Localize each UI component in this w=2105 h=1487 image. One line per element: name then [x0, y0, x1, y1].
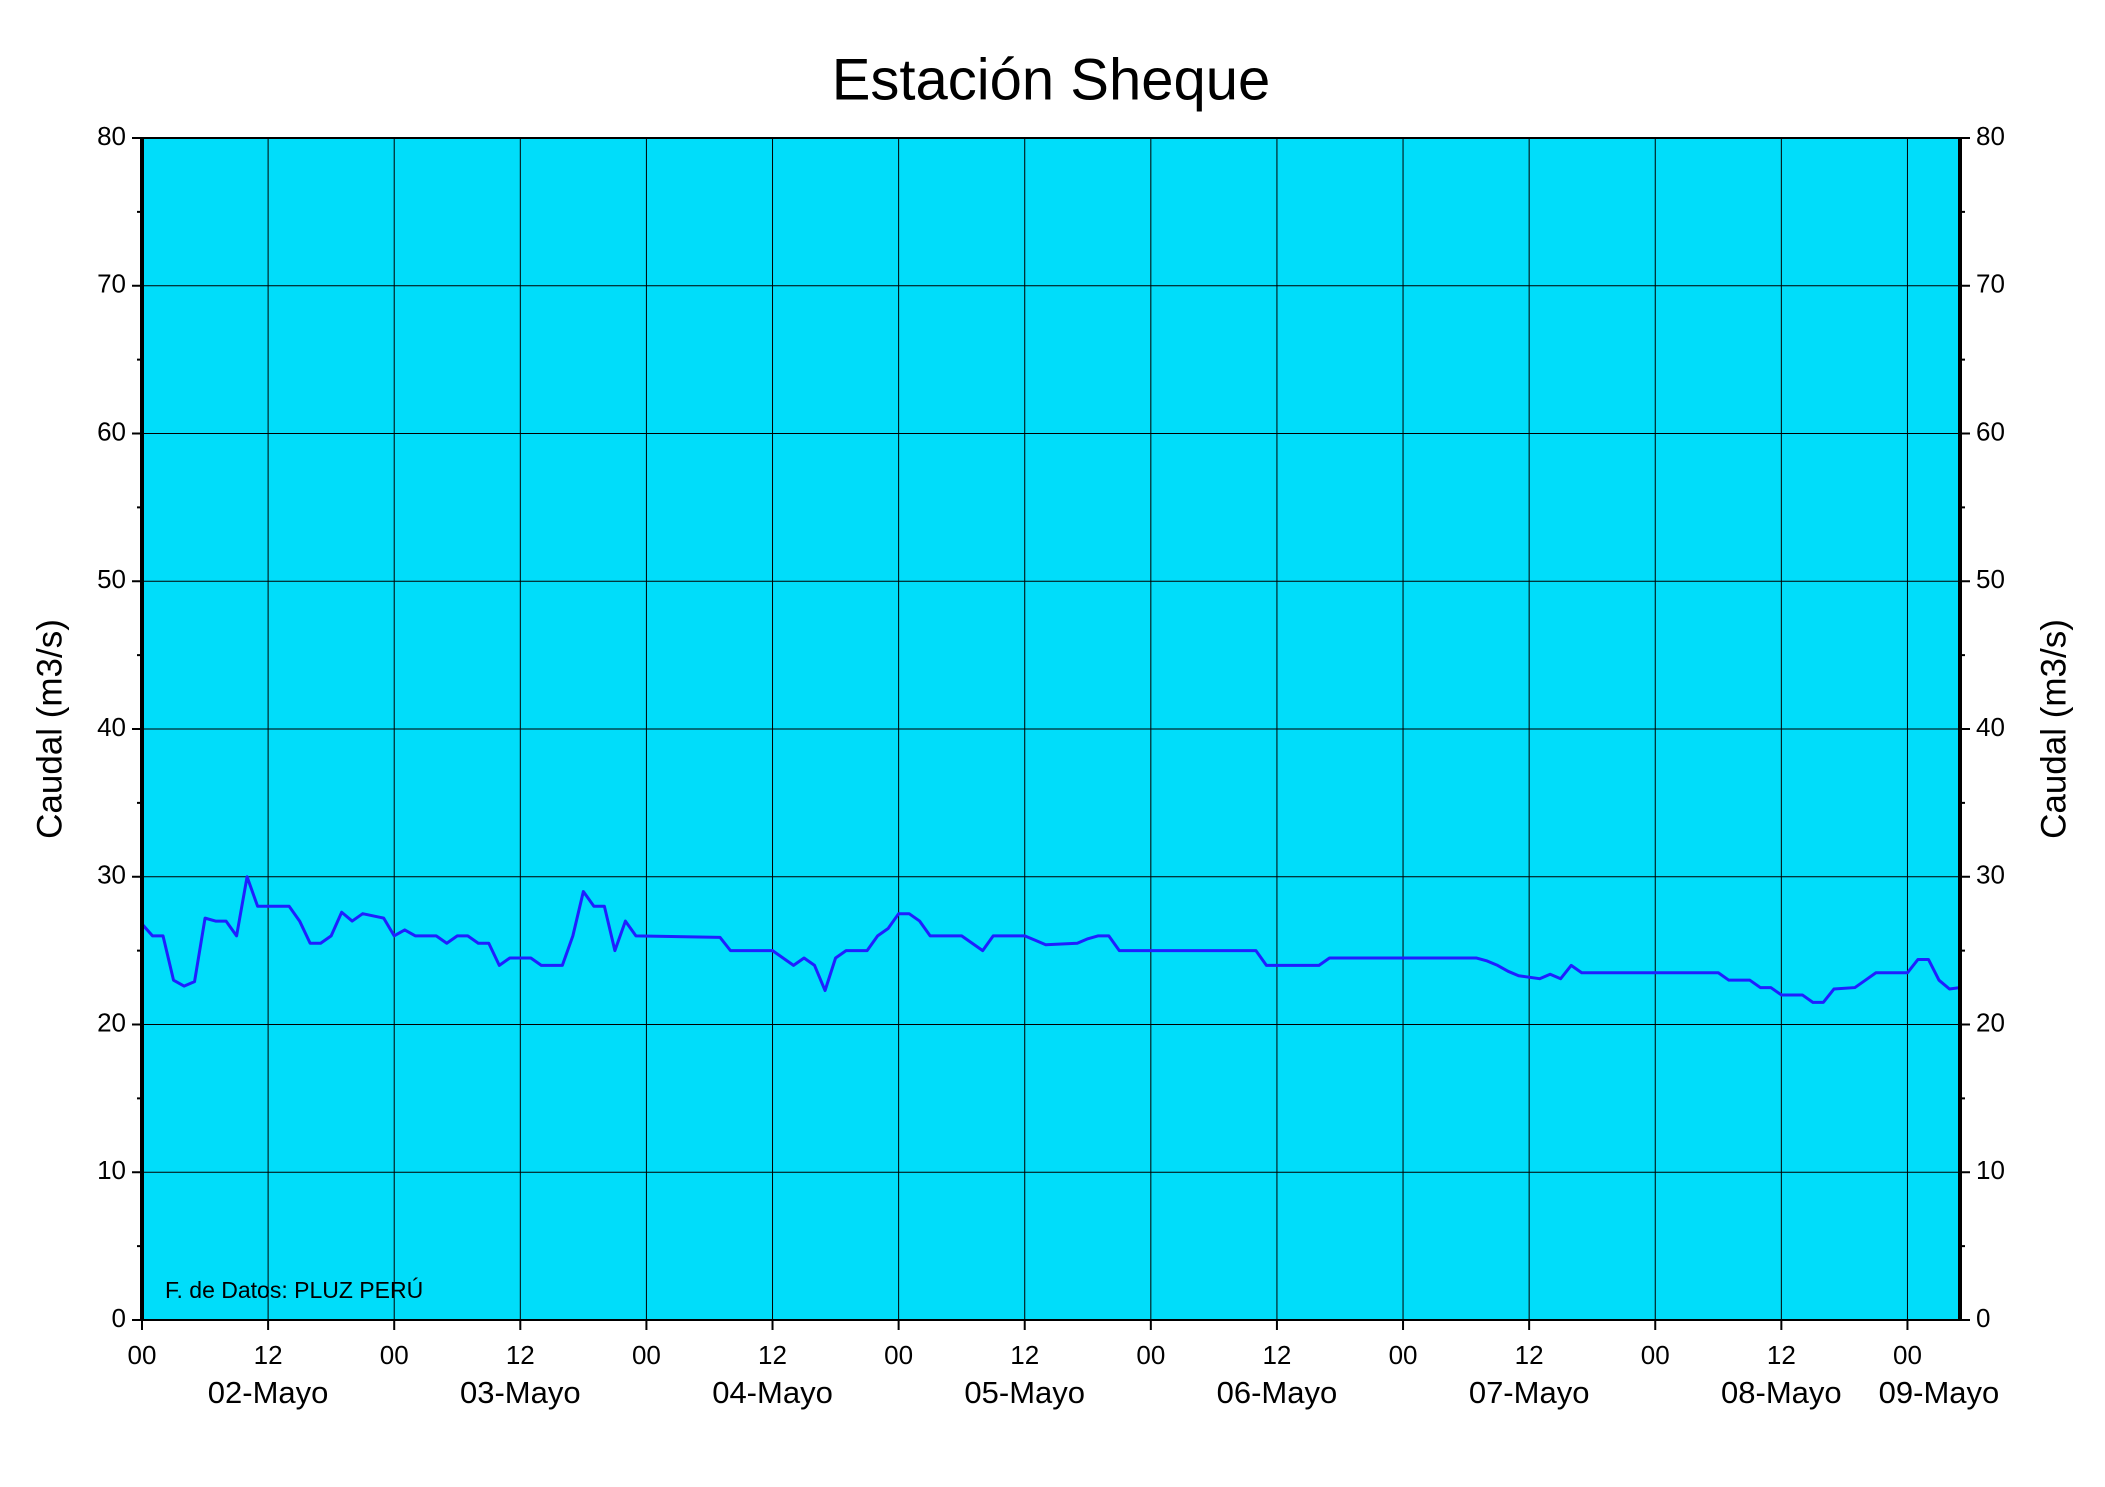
x-day-label: 07-Mayo	[1469, 1375, 1590, 1410]
y-tick-label: 70	[97, 269, 126, 299]
y2-tick-label: 80	[1976, 121, 2005, 151]
x-tick-label: 12	[254, 1340, 283, 1370]
y2-tick-label: 50	[1976, 564, 2005, 594]
x-tick-label: 12	[758, 1340, 787, 1370]
y2-tick-label: 30	[1976, 860, 2005, 890]
y2-axis-label: Caudal (m3/s)	[2034, 619, 2073, 839]
x-day-label: 09-Mayo	[1879, 1375, 2000, 1410]
y-tick-label: 80	[97, 121, 126, 151]
x-tick-label: 00	[1136, 1340, 1165, 1370]
x-tick-label: 00	[1389, 1340, 1418, 1370]
x-tick-label: 00	[128, 1340, 157, 1370]
x-tick-label: 12	[1010, 1340, 1039, 1370]
y2-tick-label: 60	[1976, 416, 2005, 446]
x-tick-label: 00	[884, 1340, 913, 1370]
x-day-label: 05-Mayo	[964, 1375, 1085, 1410]
x-day-label: 08-Mayo	[1721, 1375, 1842, 1410]
x-day-label: 06-Mayo	[1217, 1375, 1338, 1410]
x-tick-label: 00	[632, 1340, 661, 1370]
x-tick-label: 00	[1641, 1340, 1670, 1370]
x-tick-label: 12	[1515, 1340, 1544, 1370]
x-day-label: 03-Mayo	[460, 1375, 581, 1410]
y-tick-label: 50	[97, 564, 126, 594]
x-day-label: 04-Mayo	[712, 1375, 833, 1410]
y2-tick-label: 40	[1976, 712, 2005, 742]
y-tick-label: 60	[97, 416, 126, 446]
annotation: F. de Datos: PLUZ PERÚ	[165, 1277, 423, 1303]
y2-tick-label: 20	[1976, 1007, 2005, 1037]
x-tick-label: 00	[1893, 1340, 1922, 1370]
y-tick-label: 20	[97, 1007, 126, 1037]
x-tick-label: 12	[506, 1340, 535, 1370]
x-tick-label: 12	[1767, 1340, 1796, 1370]
y-tick-label: 40	[97, 712, 126, 742]
data-line	[140, 875, 1961, 1004]
y-tick-label: 10	[97, 1155, 126, 1185]
x-tick-label: 12	[1262, 1340, 1291, 1370]
y-axis-label: Caudal (m3/s)	[30, 619, 69, 839]
y2-tick-label: 10	[1976, 1155, 2005, 1185]
y-tick-label: 30	[97, 860, 126, 890]
chart-title: Estación Sheque	[832, 47, 1271, 112]
y2-tick-label: 0	[1976, 1303, 1990, 1333]
y2-tick-label: 70	[1976, 269, 2005, 299]
x-tick-label: 00	[380, 1340, 409, 1370]
y-tick-label: 0	[112, 1303, 126, 1333]
x-day-label: 02-Mayo	[208, 1375, 329, 1410]
